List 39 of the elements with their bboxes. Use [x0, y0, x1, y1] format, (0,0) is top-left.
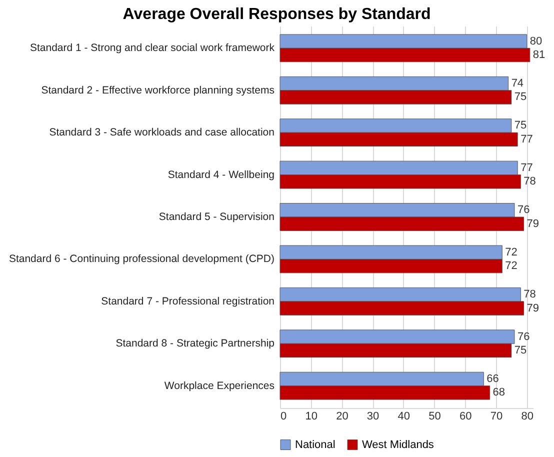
data-label: 78: [524, 288, 536, 301]
x-tick-label: 80: [521, 410, 534, 422]
y-tick-label: Standard 3 - Safe workloads and case allocation: [49, 126, 275, 139]
x-tick-label: 60: [459, 410, 472, 422]
data-label: 74: [511, 78, 524, 90]
y-tick-label: Standard 1 - Strong and clear social work framework: [30, 42, 276, 54]
data-label: 72: [505, 246, 518, 258]
y-tick-label: Standard 7 - Professional registration: [101, 295, 275, 308]
legend-label: West Midlands: [362, 438, 434, 451]
y-tick-label: Standard 5 - Supervision: [158, 211, 275, 223]
y-tick-label: Standard 6 - Continuing professional development (CPD): [8, 253, 274, 266]
data-label: 77: [520, 133, 533, 146]
data-label: 81: [532, 49, 546, 62]
x-tick-label: 40: [398, 410, 410, 422]
x-tick-label: 30: [366, 410, 380, 422]
chart-title: Average Overall Responses by Standard: [122, 6, 431, 23]
data-label: 76: [517, 204, 530, 216]
data-label: 76: [517, 330, 530, 343]
x-tick-label: 10: [305, 410, 318, 422]
y-tick-label: Standard 2 - Effective workforce planning systems: [41, 84, 274, 96]
data-label: 68: [492, 386, 506, 399]
legend-label: National: [295, 438, 336, 451]
x-tick-label: 0: [280, 410, 287, 422]
data-label: 75: [514, 344, 527, 356]
x-tick-label: 70: [490, 410, 503, 422]
y-tick-label: Workplace Experiences: [164, 380, 274, 392]
data-label: 78: [524, 176, 536, 188]
x-tick-label: 50: [428, 410, 441, 422]
data-label: 77: [520, 162, 533, 174]
y-tick-label: Standard 4 - Wellbeing: [168, 168, 275, 181]
data-label: 79: [526, 302, 539, 314]
data-label: 75: [514, 91, 527, 104]
y-tick-label: Standard 8 - Strategic Partnership: [116, 338, 275, 350]
data-label: 75: [514, 120, 527, 132]
data-label: 79: [526, 218, 539, 230]
data-label: 80: [530, 35, 542, 48]
x-tick-label: 20: [336, 410, 348, 422]
data-label: 66: [486, 372, 499, 385]
data-label: 72: [505, 260, 518, 272]
